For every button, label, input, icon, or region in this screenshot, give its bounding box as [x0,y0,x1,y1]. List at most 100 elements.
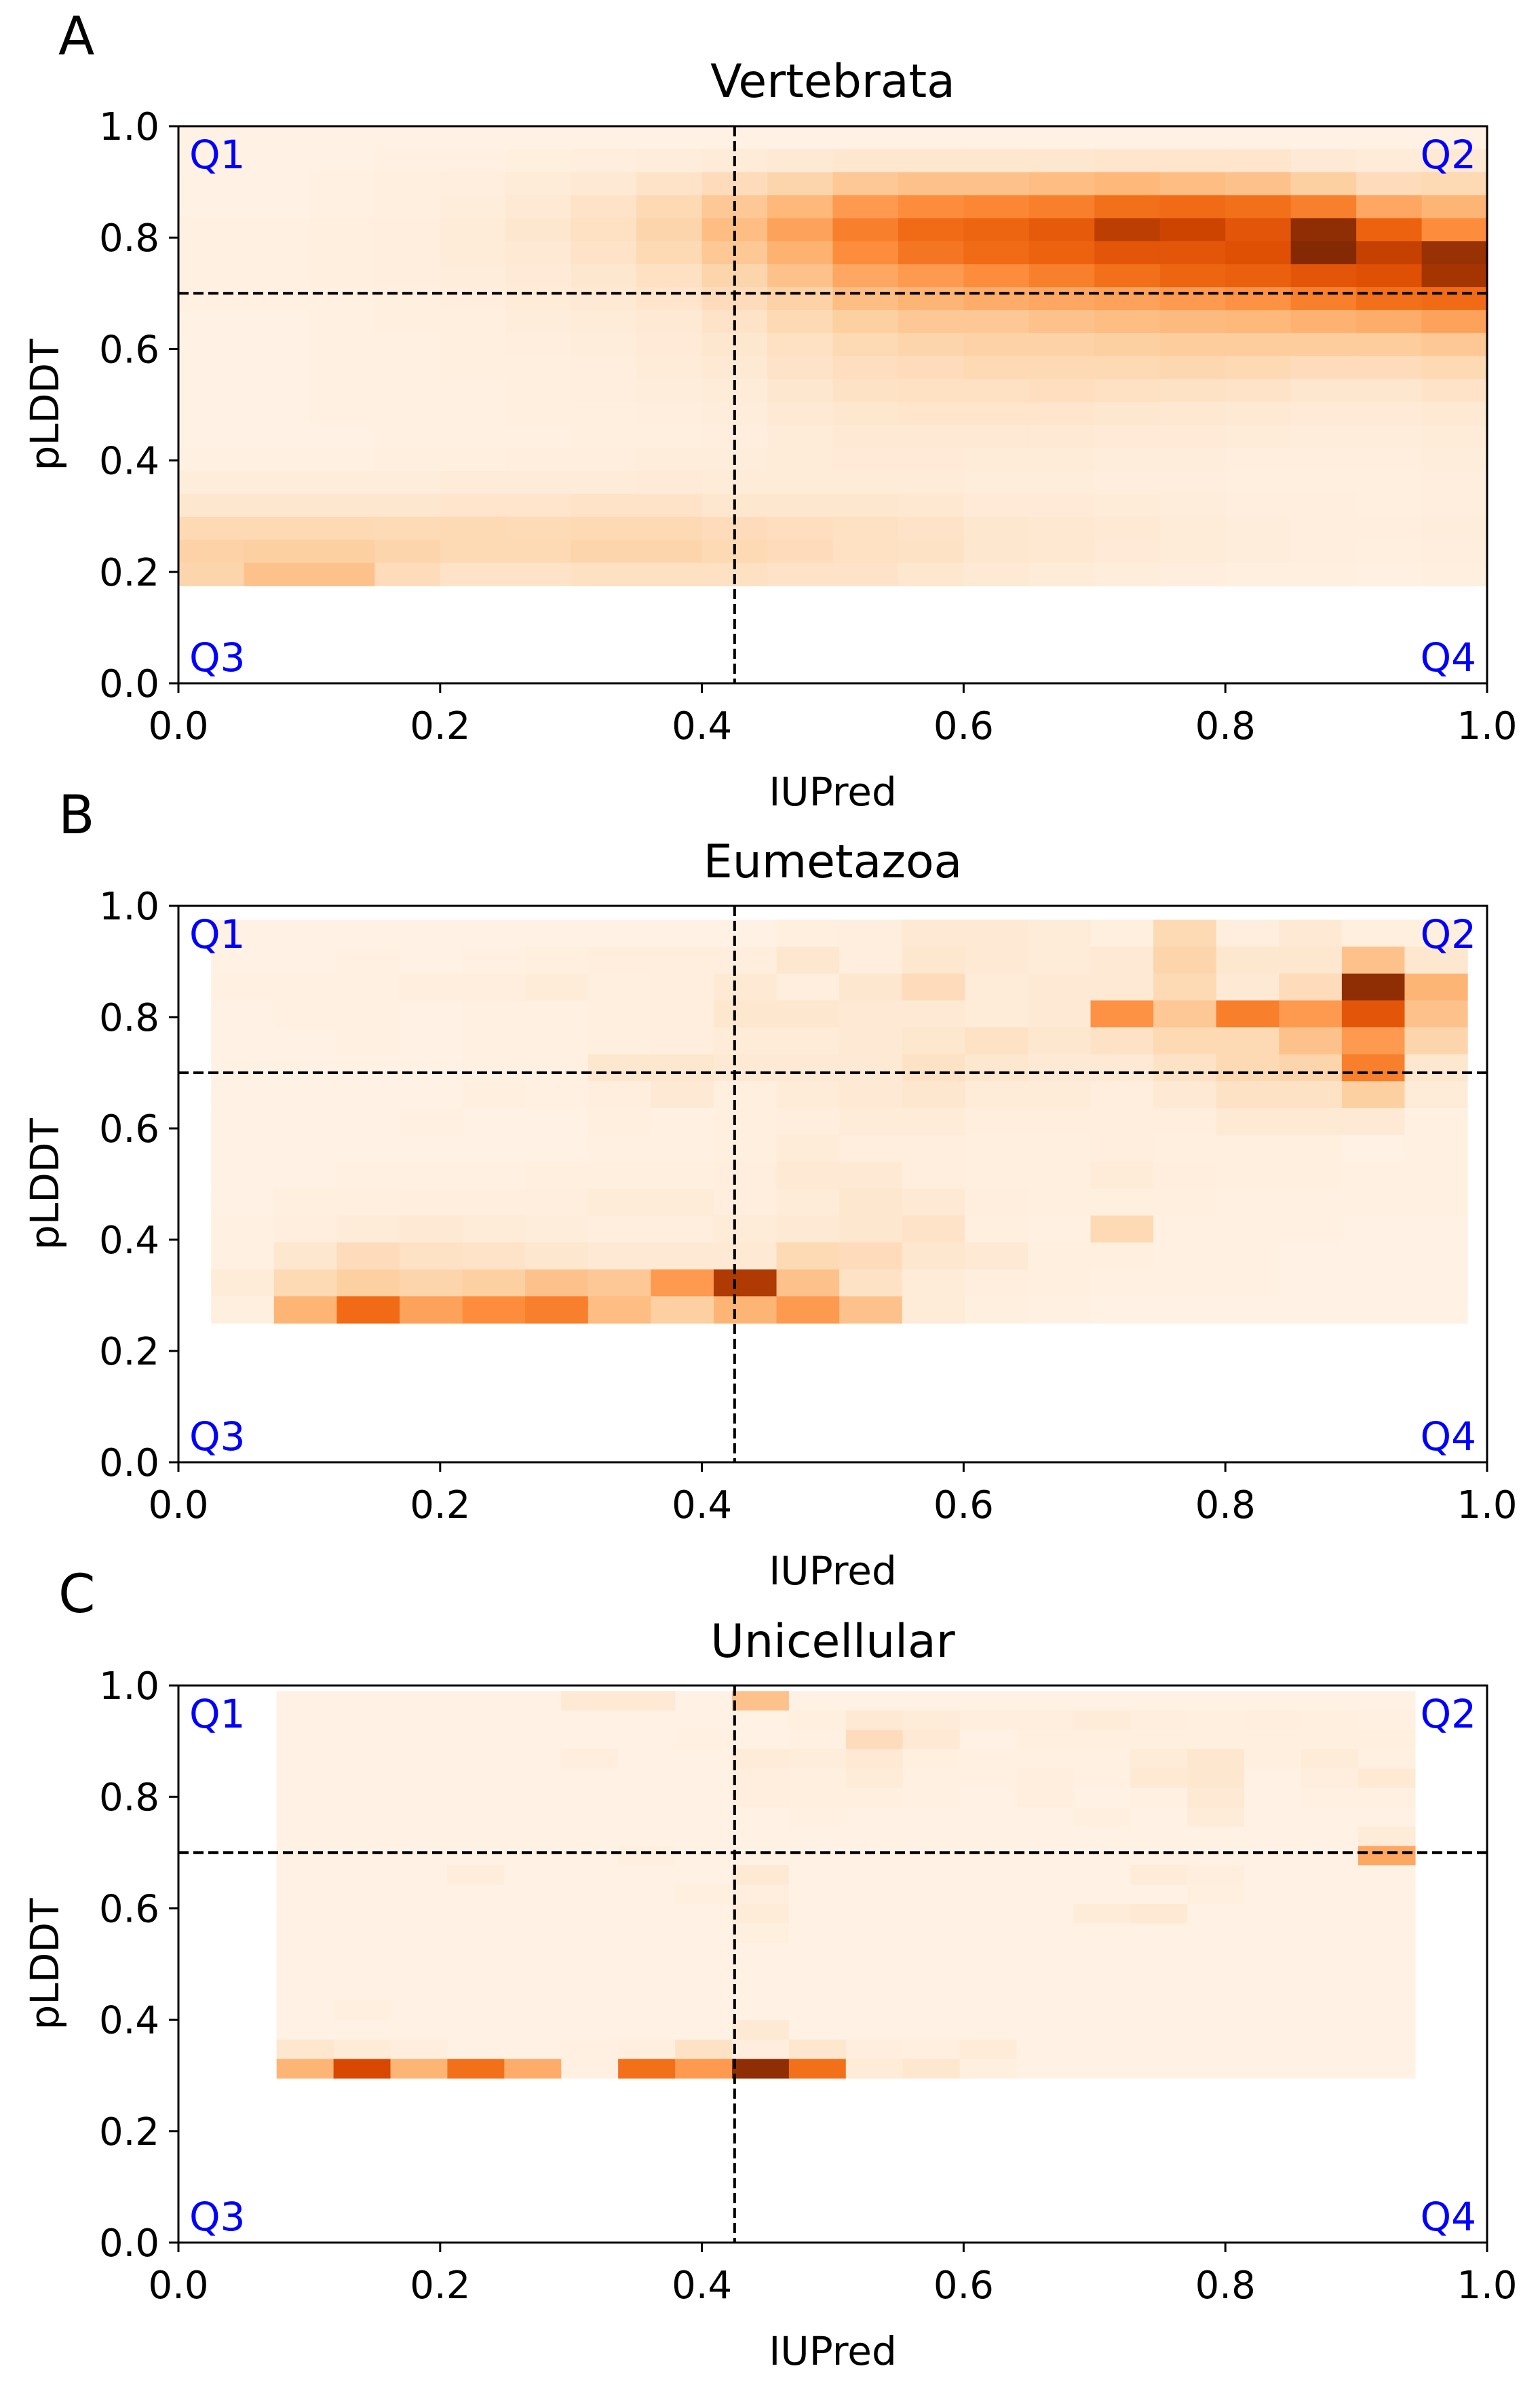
heatmap-cell [1358,1923,1416,1943]
heatmap-cell [1090,1242,1154,1270]
heatmap-cell [211,1242,275,1270]
heatmap-cell [178,332,245,357]
heatmap-cell [651,1296,714,1324]
heatmap-cell [839,1215,903,1243]
heatmap-cell [374,356,441,380]
heatmap-cell [1290,218,1357,242]
heatmap-cell [1094,539,1161,564]
heatmap-cell [767,332,834,357]
heatmap-cell [898,516,964,541]
heatmap-cell [505,379,572,402]
heatmap-cell [767,172,834,196]
heatmap-cell [767,264,834,288]
heatmap-cell [374,470,441,495]
x-tick-label: 0.4 [672,704,732,748]
heatmap-cell [776,1296,840,1324]
heatmap-cell [713,1027,777,1055]
heatmap-cell [244,356,310,380]
heatmap-cell [776,919,840,947]
heatmap-cell [244,332,310,357]
heatmap-cell [1016,1826,1075,1847]
heatmap-cell [832,563,899,586]
heatmap-cell [1028,218,1095,242]
heatmap-cell [336,973,400,1001]
heatmap-cell [374,195,441,219]
heatmap-cell [1341,973,1406,1001]
heatmap-cell [1073,2000,1131,2021]
heatmap-cell [1301,1807,1359,1827]
heatmap-cell [618,1904,676,1924]
heatmap-cell [1341,1242,1406,1270]
heatmap-cell [273,1242,338,1270]
heatmap-cell [651,1188,714,1217]
heatmap-cell [776,1107,840,1136]
heatmap-cell [571,402,637,425]
heatmap-cell [776,973,840,1001]
heatmap-cell [390,2039,448,2059]
heatmap-cell [588,1107,651,1136]
heatmap-cell [505,241,572,265]
heatmap-cell [776,1135,840,1162]
heatmap-cell [1153,1269,1217,1297]
heatmap-cell [400,947,463,974]
heatmap-cell [1301,1865,1359,1886]
heatmap-cell [1073,1710,1131,1730]
heatmap-cell [309,516,375,541]
heatmap-cell [963,172,1030,196]
heatmap-cell [276,1807,334,1827]
heatmap-cell [1153,1188,1217,1217]
heatmap-cell [1027,1162,1092,1189]
heatmap-cell [390,1691,448,1711]
heatmap-cell [336,1242,400,1270]
y-tick-label: 0.0 [99,2222,159,2266]
heatmap-cell [390,1807,448,1827]
heatmap-cell [561,1826,619,1847]
heatmap-cell [1094,126,1161,150]
heatmap-cell [178,149,245,173]
chart-title: Eumetazoa [704,835,962,889]
heatmap-cell [1094,425,1161,449]
heatmap-cell [244,309,310,334]
heatmap-cell [309,356,375,380]
heatmap-cell [1016,1962,1075,1982]
heatmap-cell [1130,1923,1188,1943]
heatmap-cell [273,1054,338,1082]
heatmap-cell [902,2059,961,2079]
heatmap-cell [309,539,375,564]
heatmap-cell [651,1242,714,1270]
heatmap-cell [1016,1768,1075,1789]
heatmap-cell [309,149,375,173]
heatmap-cell [333,1749,391,1769]
heatmap-cell [390,2020,448,2040]
heatmap-cell [178,563,245,586]
heatmap-cell [713,1081,777,1109]
heatmap-cell [525,1215,589,1243]
heatmap-cell [1016,2000,1075,2021]
plot-frame [177,904,1488,1464]
heatmap-cell [1094,287,1161,311]
heatmap-cell [902,1269,965,1297]
heatmap-cell [374,516,441,541]
heatmap-cell [525,1081,589,1109]
heatmap-cell [1301,1884,1359,1905]
heatmap-cell [767,309,834,334]
heatmap-cell [959,1807,1018,1827]
plot-frame [177,125,1488,685]
heatmap-cell [1073,1865,1131,1886]
heatmap-cell [1404,1162,1468,1189]
heatmap-cell [390,1884,448,1905]
heatmap-cell [959,2020,1018,2040]
heatmap-cell [211,1000,275,1028]
heatmap-cell [588,1296,651,1324]
heatmap-cell [525,1162,589,1189]
heatmap-cell [1244,1768,1302,1789]
heatmap-cell [1187,2059,1245,2079]
heatmap-cell [1341,1135,1406,1162]
heatmap-cell [731,2000,790,2021]
heatmap-cell [963,126,1030,150]
heatmap-cell [767,425,834,449]
heatmap-cell [462,1296,526,1324]
heatmap-cell [651,1027,714,1055]
heatmap-cell [1244,1962,1302,1982]
